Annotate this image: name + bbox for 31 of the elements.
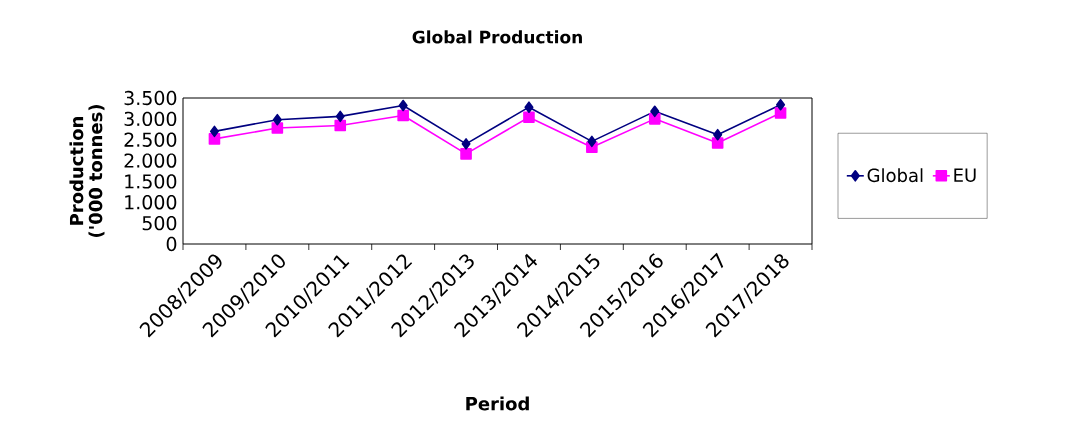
x-axis-title: Period (466, 396, 529, 411)
legend-label: Global (867, 168, 923, 183)
point (523, 111, 535, 123)
y-tick-label: 2.500 (124, 132, 177, 147)
point (650, 105, 660, 118)
point (398, 99, 408, 112)
point (272, 113, 282, 126)
point (271, 122, 284, 134)
legend-label: EU (954, 168, 976, 182)
point (209, 125, 219, 138)
y-tick-label: 0 (166, 236, 177, 252)
point (461, 138, 471, 150)
point (460, 148, 472, 160)
point (713, 128, 723, 141)
point (776, 98, 786, 111)
y-tick-label: 1.000 (125, 195, 177, 210)
point (587, 135, 597, 148)
point (334, 119, 347, 132)
y-tick-label: 3.500 (124, 90, 177, 106)
point (774, 107, 787, 119)
point (524, 101, 534, 113)
point (335, 110, 345, 123)
point (648, 113, 661, 125)
y-tick-label: 500 (142, 215, 177, 231)
point (711, 137, 724, 149)
y-tick-label: 1.500 (125, 174, 177, 189)
y-tick-label: 3.000 (124, 111, 177, 127)
chart-title: Global Production (412, 30, 582, 44)
point (397, 109, 409, 122)
y-axis-title: Production ('000 tonnes) (69, 105, 105, 237)
y-tick-label: 2.000 (124, 153, 177, 168)
